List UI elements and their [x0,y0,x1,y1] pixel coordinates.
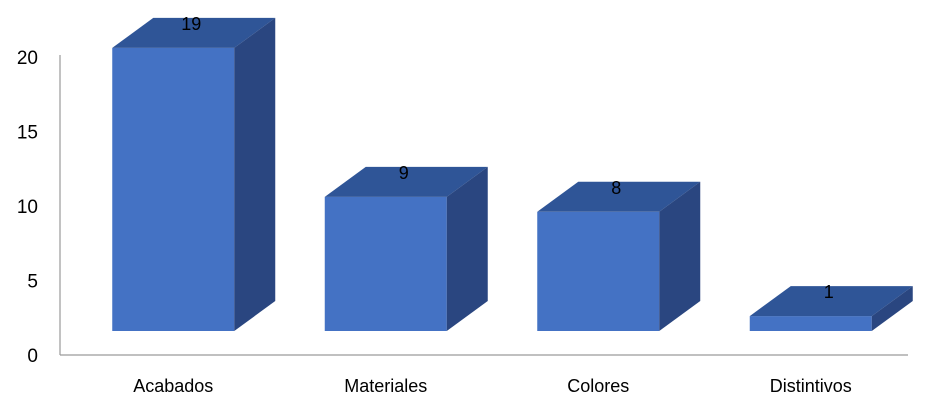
data-label: 19 [181,14,201,34]
y-tick-label: 5 [27,272,38,293]
bar-top [324,166,488,197]
data-label: 1 [824,282,834,302]
y-tick-label: 10 [17,197,38,218]
bar-side [871,286,913,331]
bar-distintivos [749,286,913,331]
x-tick-label: Colores [567,376,629,395]
y-tick-label: 15 [17,123,38,144]
bar-front [112,47,235,332]
x-tick-label: Acabados [133,376,213,395]
x-tick-label: Materiales [344,376,427,395]
bar-front [324,196,447,331]
x-axis-labels: Acabados Materiales Colores Distintivos [133,376,852,395]
bar-materiales [324,166,488,331]
bar-side [234,17,276,332]
bars-group [112,17,913,332]
bar-side [446,166,488,331]
x-tick-label: Distintivos [770,376,852,395]
y-tick-label: 0 [27,346,38,367]
y-tick-label: 20 [17,48,38,69]
bar-top [749,286,913,317]
bar-front [749,316,872,331]
y-axis-ticks: 0 5 10 15 20 [17,48,38,367]
data-label: 9 [399,163,409,183]
bar-colores [537,181,701,331]
bar-top [537,181,701,212]
bar-top [112,17,276,48]
bar-side [659,181,701,331]
data-labels: 19 9 8 1 [181,14,834,302]
data-label: 8 [611,178,621,198]
bar-front [537,211,660,331]
bar-acabados [112,17,276,332]
